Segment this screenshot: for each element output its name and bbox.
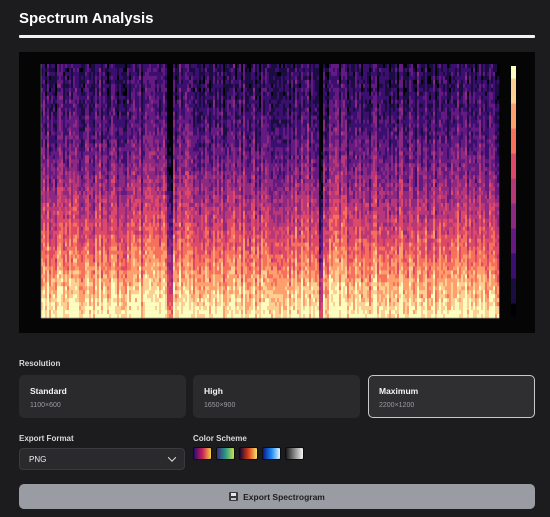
color-swatch-blue-cyan[interactable] (262, 447, 281, 460)
spectrogram-image (19, 52, 535, 333)
resolution-option-dims: 2200×1200 (379, 402, 415, 409)
resolution-option-dims: 1650×900 (204, 402, 236, 409)
spectrogram-canvas (40, 64, 516, 319)
resolution-option-standard[interactable]: Standard 1100×600 (19, 375, 186, 418)
color-swatch-grayscale[interactable] (285, 447, 304, 460)
color-swatch-inferno[interactable] (239, 447, 258, 460)
resolution-option-name: Standard (30, 386, 67, 396)
color-swatch-purple-red-yellow[interactable] (193, 447, 212, 460)
resolution-label: Resolution (19, 359, 61, 368)
resolution-option-maximum[interactable]: Maximum 2200×1200 (368, 375, 535, 418)
color-swatch-viridis[interactable] (216, 447, 235, 460)
resolution-option-dims: 1100×600 (30, 402, 61, 409)
title-divider (19, 35, 535, 38)
resolution-option-high[interactable]: High 1650×900 (193, 375, 360, 418)
chevron-down-icon (167, 453, 177, 462)
save-icon (229, 492, 239, 501)
export-button-label: Export Spectrogram (243, 491, 325, 502)
page-title: Spectrum Analysis (19, 10, 154, 27)
export-format-select[interactable]: PNG (19, 448, 185, 470)
export-format-value: PNG (29, 454, 47, 464)
color-scheme-label: Color Scheme (193, 434, 247, 443)
resolution-option-name: High (204, 386, 223, 396)
color-scheme-swatches (193, 447, 304, 460)
resolution-option-name: Maximum (379, 386, 419, 396)
export-format-label: Export Format (19, 434, 74, 443)
export-spectrogram-button[interactable]: Export Spectrogram (19, 484, 535, 509)
